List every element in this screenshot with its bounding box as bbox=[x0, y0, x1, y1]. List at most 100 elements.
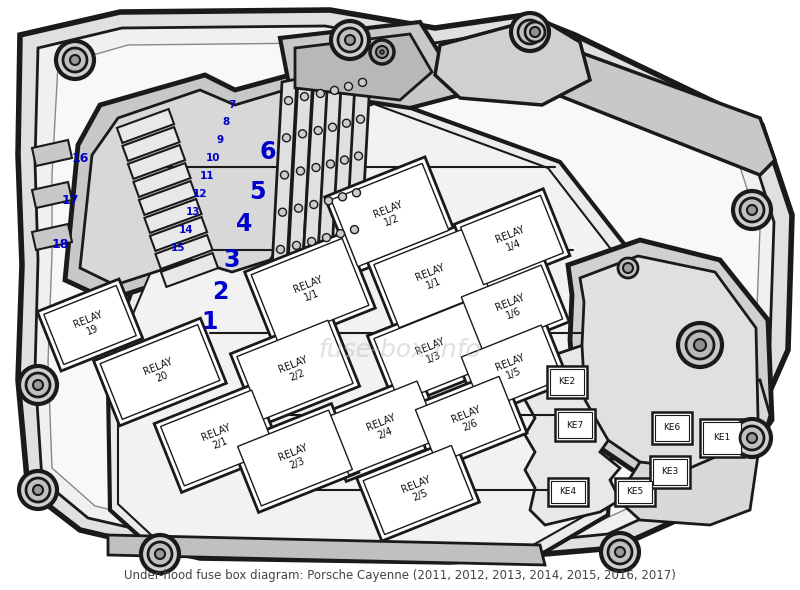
Polygon shape bbox=[540, 45, 775, 175]
Text: RELAY
1/1: RELAY 1/1 bbox=[292, 274, 328, 306]
Polygon shape bbox=[161, 253, 218, 287]
Polygon shape bbox=[455, 319, 569, 417]
Text: KE2: KE2 bbox=[558, 378, 575, 386]
Circle shape bbox=[33, 380, 43, 390]
Polygon shape bbox=[525, 340, 620, 525]
Polygon shape bbox=[357, 439, 479, 541]
Text: KE5: KE5 bbox=[626, 487, 644, 497]
Circle shape bbox=[525, 27, 535, 37]
Circle shape bbox=[623, 263, 633, 273]
Polygon shape bbox=[155, 235, 213, 269]
Text: RELAY
1/2: RELAY 1/2 bbox=[372, 199, 408, 231]
Polygon shape bbox=[409, 370, 527, 470]
Polygon shape bbox=[295, 34, 432, 100]
Polygon shape bbox=[65, 75, 330, 300]
Polygon shape bbox=[326, 381, 440, 475]
Polygon shape bbox=[367, 296, 497, 408]
Circle shape bbox=[357, 115, 365, 123]
Circle shape bbox=[601, 533, 639, 571]
Bar bbox=[550, 369, 584, 395]
Polygon shape bbox=[134, 163, 190, 197]
Circle shape bbox=[345, 83, 353, 90]
Text: 3: 3 bbox=[224, 248, 240, 272]
Polygon shape bbox=[462, 325, 562, 411]
Polygon shape bbox=[48, 43, 760, 538]
Circle shape bbox=[350, 225, 358, 234]
Circle shape bbox=[511, 13, 549, 51]
Polygon shape bbox=[100, 324, 220, 419]
Text: RELAY
2/1: RELAY 2/1 bbox=[200, 422, 236, 454]
Text: RELAY
1/1: RELAY 1/1 bbox=[414, 263, 450, 294]
Bar bbox=[655, 415, 689, 441]
Text: RELAY
2/6: RELAY 2/6 bbox=[450, 404, 486, 435]
Polygon shape bbox=[145, 199, 202, 233]
Polygon shape bbox=[251, 238, 369, 342]
Circle shape bbox=[380, 50, 384, 54]
Text: 15: 15 bbox=[170, 243, 186, 253]
Bar bbox=[653, 459, 687, 485]
Polygon shape bbox=[38, 279, 142, 371]
Polygon shape bbox=[238, 410, 352, 506]
Text: KE6: KE6 bbox=[663, 424, 681, 432]
Bar bbox=[700, 419, 744, 457]
Circle shape bbox=[733, 419, 771, 457]
Polygon shape bbox=[237, 320, 353, 419]
Circle shape bbox=[342, 119, 350, 127]
Text: KE3: KE3 bbox=[662, 467, 678, 477]
Text: 1: 1 bbox=[202, 310, 218, 334]
Circle shape bbox=[277, 245, 285, 253]
Bar bbox=[652, 412, 692, 444]
Circle shape bbox=[281, 171, 289, 179]
Text: fuse-box.info: fuse-box.info bbox=[318, 338, 482, 362]
Polygon shape bbox=[332, 65, 357, 252]
Circle shape bbox=[155, 549, 165, 559]
Circle shape bbox=[345, 35, 355, 45]
Circle shape bbox=[353, 189, 361, 197]
Text: KE7: KE7 bbox=[566, 421, 584, 430]
Polygon shape bbox=[139, 181, 196, 215]
Circle shape bbox=[278, 208, 286, 216]
Polygon shape bbox=[117, 109, 174, 143]
Polygon shape bbox=[367, 222, 497, 335]
Polygon shape bbox=[161, 390, 275, 486]
Polygon shape bbox=[461, 195, 563, 285]
Circle shape bbox=[341, 156, 349, 164]
Circle shape bbox=[678, 323, 722, 367]
Circle shape bbox=[19, 471, 57, 509]
Circle shape bbox=[518, 20, 542, 44]
Circle shape bbox=[19, 366, 57, 404]
Circle shape bbox=[297, 167, 305, 175]
Polygon shape bbox=[272, 79, 297, 268]
Polygon shape bbox=[118, 104, 610, 545]
Circle shape bbox=[338, 193, 346, 201]
Polygon shape bbox=[128, 145, 185, 179]
Polygon shape bbox=[319, 375, 446, 481]
Polygon shape bbox=[325, 157, 455, 273]
Circle shape bbox=[310, 201, 318, 208]
Text: 5: 5 bbox=[249, 180, 266, 204]
Text: RELAY
2/2: RELAY 2/2 bbox=[277, 355, 313, 386]
Bar bbox=[650, 456, 690, 488]
Circle shape bbox=[747, 205, 757, 215]
Text: 16: 16 bbox=[71, 152, 89, 165]
Bar bbox=[551, 481, 585, 503]
Circle shape bbox=[354, 152, 362, 160]
Circle shape bbox=[285, 97, 293, 104]
Polygon shape bbox=[230, 314, 360, 426]
Circle shape bbox=[329, 123, 337, 131]
Polygon shape bbox=[620, 380, 770, 525]
Polygon shape bbox=[150, 217, 207, 251]
Polygon shape bbox=[374, 302, 490, 402]
Circle shape bbox=[294, 204, 302, 212]
Text: Under-hood fuse box diagram: Porsche Cayenne (2011, 2012, 2013, 2014, 2015, 2016: Under-hood fuse box diagram: Porsche Cay… bbox=[124, 569, 676, 582]
Circle shape bbox=[148, 542, 172, 566]
Circle shape bbox=[740, 198, 764, 222]
Circle shape bbox=[316, 90, 325, 97]
Text: 9: 9 bbox=[217, 135, 223, 145]
Text: 14: 14 bbox=[178, 225, 194, 235]
Circle shape bbox=[733, 191, 771, 229]
Circle shape bbox=[376, 46, 388, 58]
Circle shape bbox=[686, 331, 714, 359]
Circle shape bbox=[326, 160, 334, 168]
Circle shape bbox=[615, 547, 625, 557]
